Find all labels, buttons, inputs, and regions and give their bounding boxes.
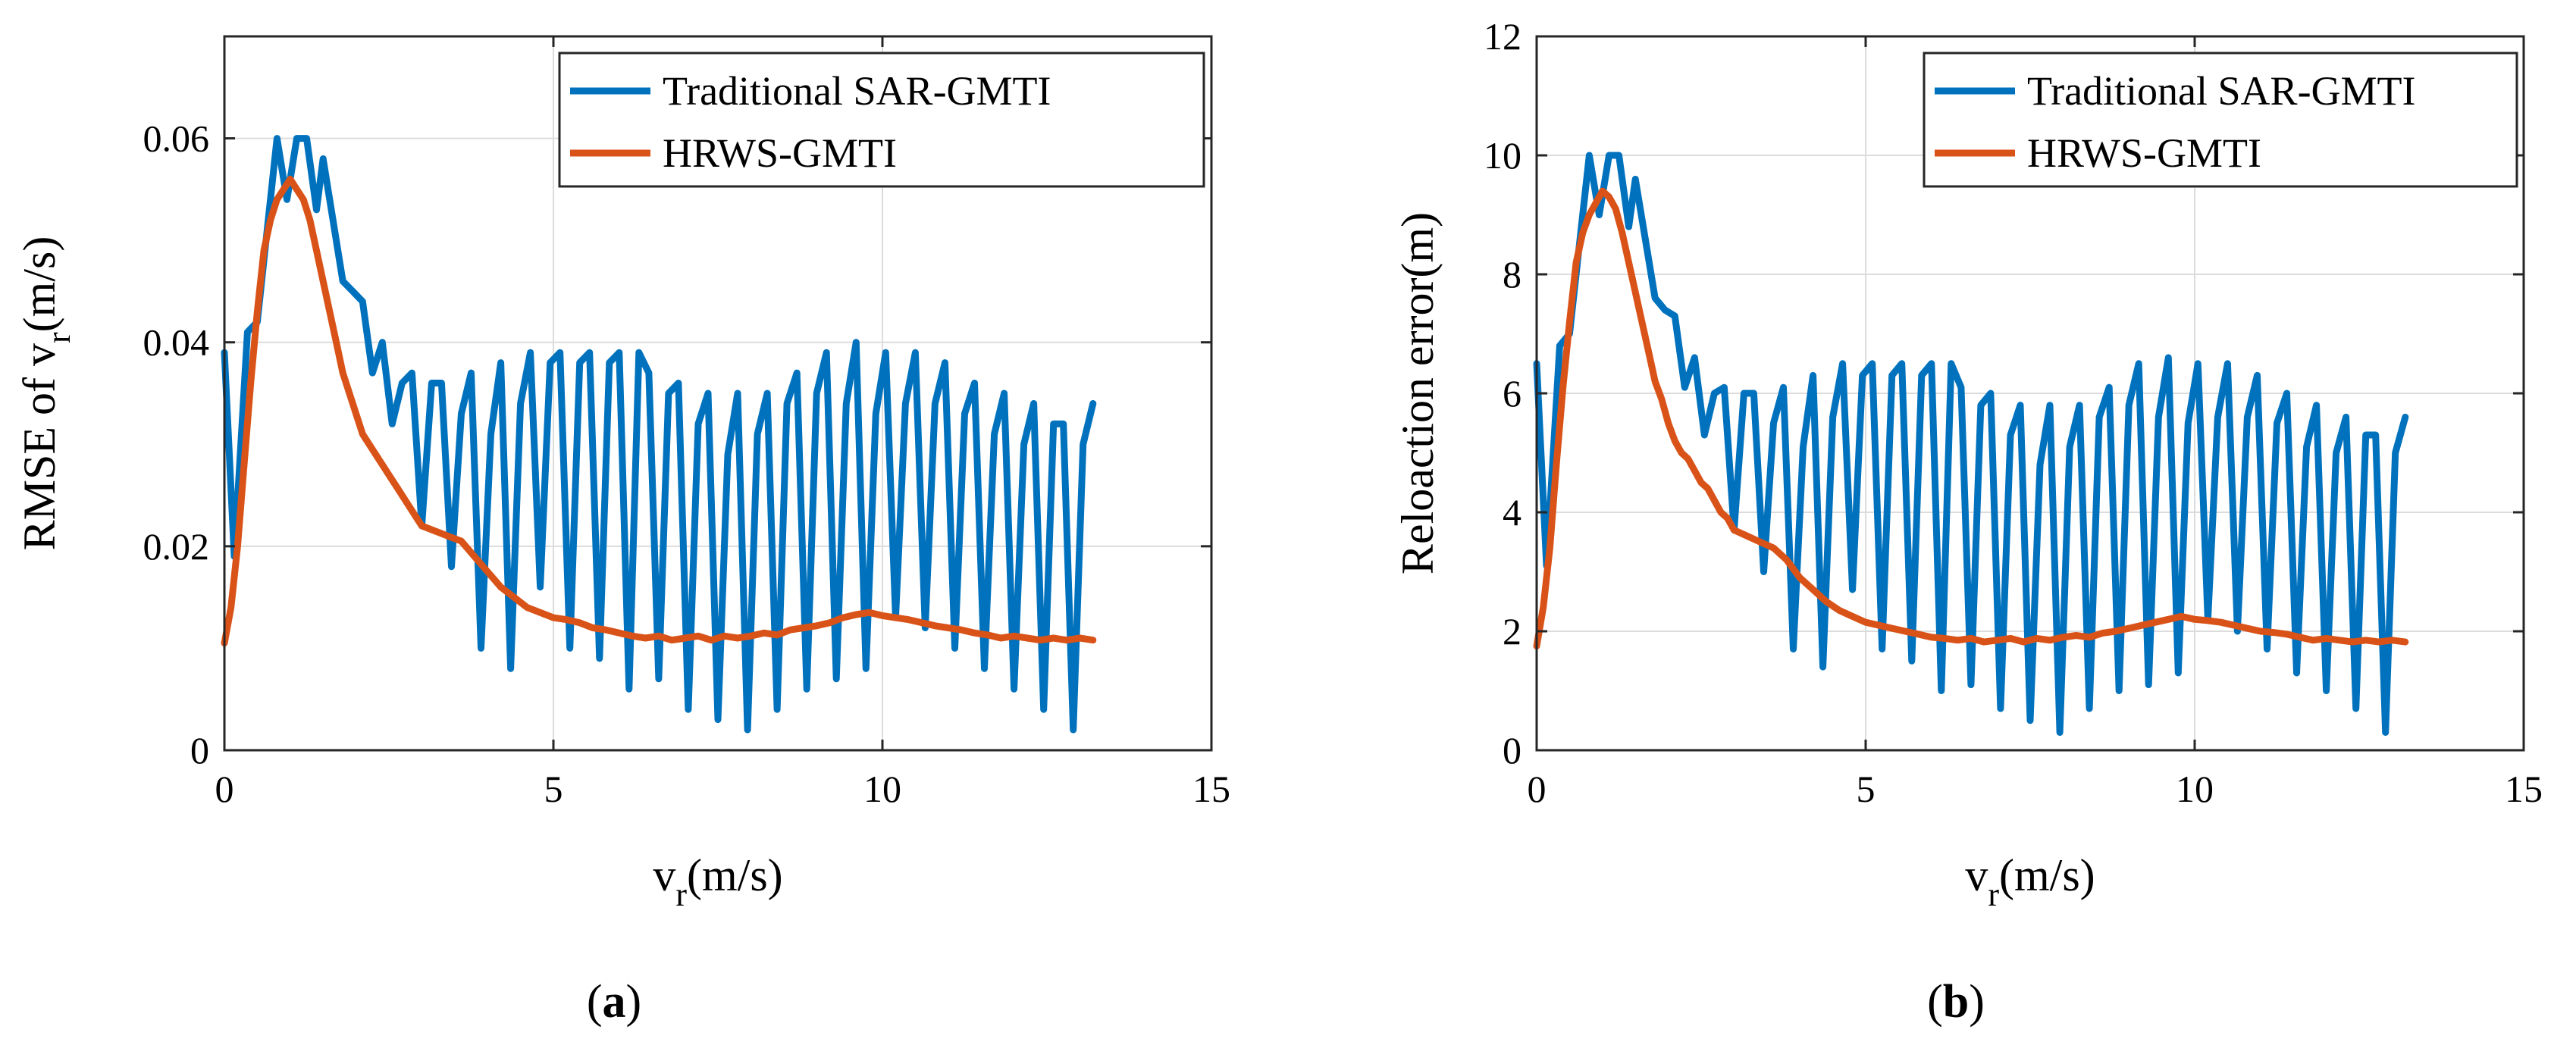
panel-a-y-tick-label: 0.04	[143, 321, 210, 364]
panel-a-legend-label: HRWS-GMTI	[663, 130, 897, 176]
panel-b-x-tick-label: 15	[2505, 768, 2543, 810]
panel-b-legend-label: HRWS-GMTI	[2027, 130, 2261, 176]
panel-a: 0 5 10 15 0 0.02 0.04 0.06 vr(m/s) RMSE of vr(m/s…	[14, 35, 1230, 1028]
panel-b-y-tick-label: 0	[1503, 729, 1521, 771]
panel-b-x-tick-label: 5	[1857, 768, 1876, 810]
panel-a-x-tick-label: 5	[544, 768, 563, 810]
panel-a-x-tick-label: 0	[215, 768, 234, 810]
panel-a-axes-box	[223, 35, 1213, 752]
panel-b-y-tick-label: 2	[1503, 610, 1521, 652]
panel-a-y-tick-label: 0.02	[143, 525, 210, 568]
panel-a-y-axis-label: RMSE of vr(m/s)	[14, 236, 77, 551]
panel-a-x-tick-label: 15	[1192, 768, 1230, 810]
panel-a-y-tick-label: 0.06	[143, 117, 210, 160]
panel-b-x-axis-label: vr(m/s)	[1965, 850, 2095, 913]
panel-a-x-tick-label: 10	[863, 768, 901, 810]
panel-b-y-axis-label: Reloaction error(m)	[1393, 212, 1443, 574]
panel-b-x-tick-label: 0	[1528, 768, 1547, 810]
panel-a-series-hrws-gmti-line	[221, 175, 1097, 647]
panel-b-caption-label: (b)	[1927, 976, 1985, 1028]
panel-a-legend-label: Traditional SAR-GMTI	[663, 68, 1051, 114]
panel-b-x-tick-label: 10	[2176, 768, 2214, 810]
panel-a-x-axis-label: vr(m/s)	[653, 850, 782, 913]
panel-b-series-traditional-sar-gmti-line	[1533, 152, 2409, 736]
panel-a-series-traditional-sar-gmti-line	[221, 135, 1097, 734]
panel-b-y-tick-label: 6	[1503, 372, 1521, 415]
panel-b-y-tick-label: 12	[1484, 15, 1521, 58]
panel-a-legend-box	[558, 52, 1205, 188]
panel-b-legend-box	[1923, 52, 2518, 188]
panel-a-caption-label: (a)	[587, 976, 641, 1028]
panel-b-y-tick-label: 8	[1503, 253, 1521, 296]
panel-b-legend-label: Traditional SAR-GMTI	[2027, 68, 2416, 114]
panel-b-y-tick-label: 10	[1484, 134, 1521, 177]
panel-b-y-tick-label: 4	[1503, 491, 1521, 534]
panel-a-y-tick-label: 0	[190, 729, 209, 771]
panel-b-series-hrws-gmti-line	[1533, 187, 2409, 650]
panel-b: 0 5 10 15 0 2 4 6 8 10 12 vr(m/s) Reloaction error(m…	[1393, 15, 2543, 1028]
